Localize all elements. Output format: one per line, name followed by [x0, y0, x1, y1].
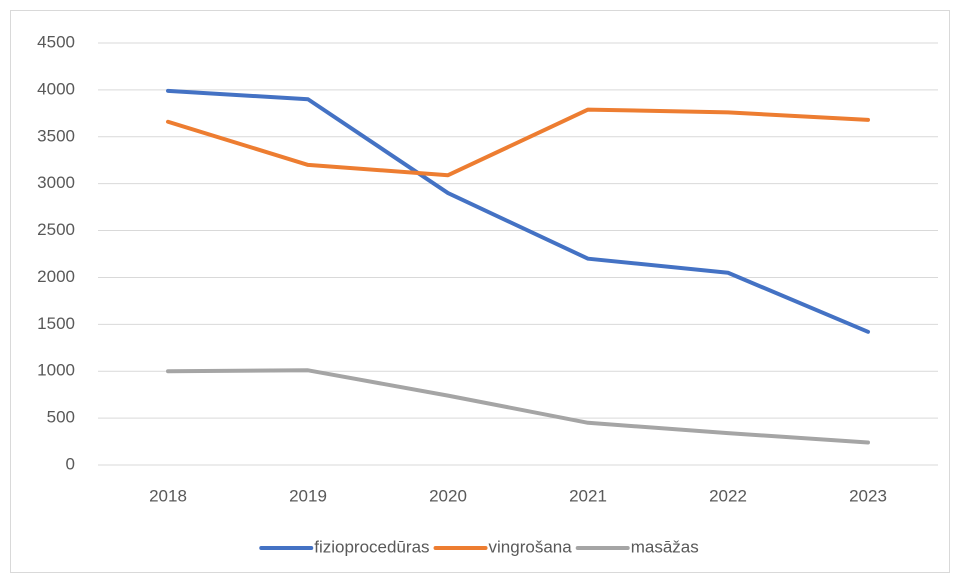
- y-tick-label: 3000: [37, 173, 75, 192]
- y-tick-label: 1000: [37, 361, 75, 380]
- x-tick-label: 2020: [429, 486, 467, 505]
- y-tick-label: 0: [66, 454, 75, 473]
- series-line: [166, 107, 870, 178]
- y-tick-label: 1500: [37, 314, 75, 333]
- x-tick-label: 2021: [569, 486, 607, 505]
- y-tick-label: 4500: [37, 32, 75, 51]
- y-tick-label: 2500: [37, 220, 75, 239]
- x-tick-label: 2019: [289, 486, 327, 505]
- x-tick-label: 2023: [849, 486, 887, 505]
- x-tick-label: 2022: [709, 486, 747, 505]
- legend-label: vingrošana: [489, 537, 573, 556]
- x-tick-label: 2018: [149, 486, 187, 505]
- y-tick-label: 4000: [37, 79, 75, 98]
- legend-label: fizioprocedūras: [314, 537, 429, 556]
- chart-border: [10, 10, 950, 573]
- y-tick-label: 500: [47, 408, 75, 427]
- y-tick-label: 2000: [37, 267, 75, 286]
- series-line: [166, 368, 870, 445]
- y-tick-label: 3500: [37, 126, 75, 145]
- series-line: [166, 88, 870, 334]
- legend-label: masāžas: [631, 537, 699, 556]
